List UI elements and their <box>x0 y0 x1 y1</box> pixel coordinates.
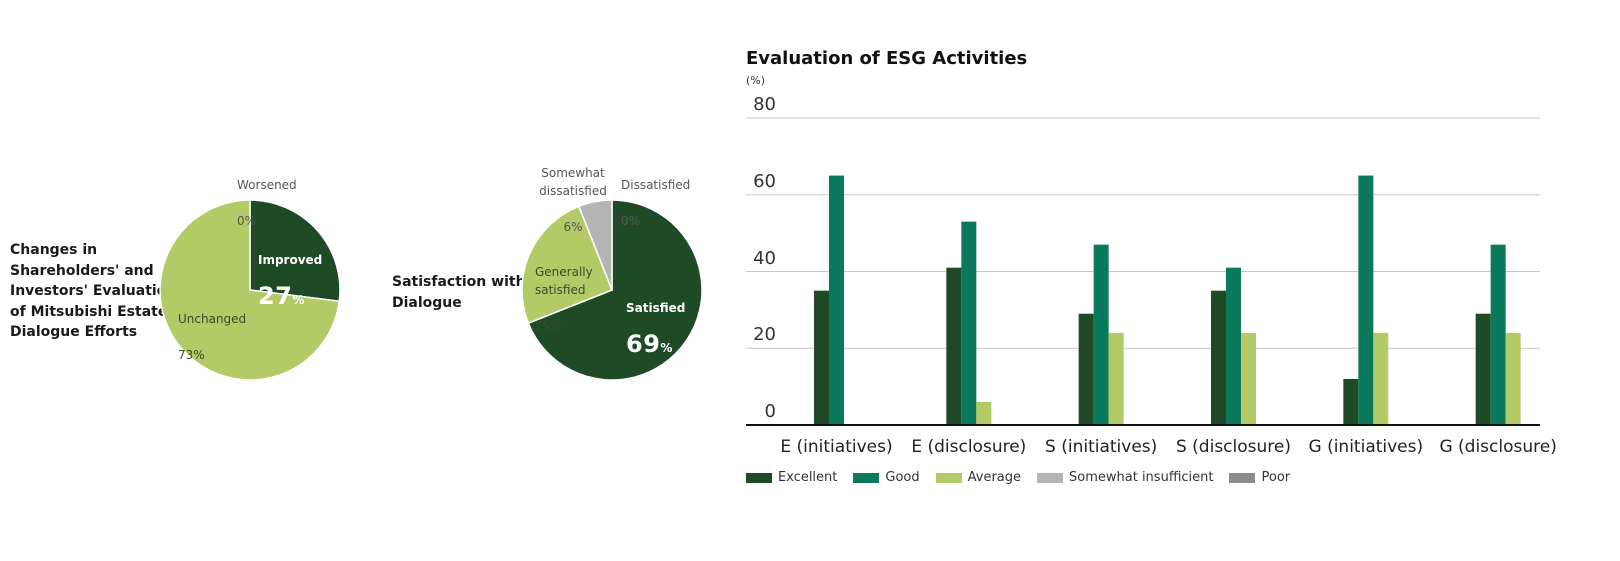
legend-item-somewhat-insufficient: Somewhat insufficient <box>1037 470 1213 485</box>
pie2-satisfied-unit: % <box>660 341 673 355</box>
bar-g-initiatives-good <box>1358 175 1374 425</box>
bar-s-disclosure-average <box>1241 332 1256 425</box>
bar-e-disclosure-good <box>961 221 977 425</box>
pie2-satisfied-label: Satisfied 69% <box>626 281 685 375</box>
pie2-dissatisfied-name: Dissatisfied <box>621 178 691 192</box>
legend-swatch-average <box>935 472 962 483</box>
pie2-dissatisfied-label: Dissatisfied 0% <box>621 158 690 248</box>
y-tick-20: 20 <box>753 324 776 346</box>
pie1-worsened-name: Worsened <box>237 178 297 192</box>
pie2-satisfied-value: 69 <box>626 330 661 358</box>
legend-swatch-somewhat-insufficient <box>1037 472 1064 483</box>
pie1-unchanged-value: 73% <box>178 348 205 362</box>
bar-s-initiatives-average <box>1108 332 1124 425</box>
bar-chart-unit: (%) <box>746 74 766 87</box>
legend-item-average: Average <box>935 470 1022 485</box>
pie1-improved-unit: % <box>292 293 305 307</box>
bar-g-disclosure-excellent <box>1475 313 1491 425</box>
legend-item-poor: Poor <box>1229 470 1290 485</box>
y-tick-0: 0 <box>764 401 776 422</box>
bar-e-initiatives-excellent <box>814 290 829 425</box>
pie1-title: Changes in Shareholders' and Investors' … <box>10 242 180 340</box>
pie2-generally-satisfied-label: Generally satisfied 25% <box>535 245 593 353</box>
x-tick-g-disclosure: G (disclosure) <box>1439 437 1557 457</box>
pie2-somewhat-dissatisfied-label: Somewhat dissatisfied 6% <box>535 146 611 254</box>
bar-s-initiatives-good <box>1093 244 1109 425</box>
bar-chart-plot <box>746 117 1540 426</box>
y-tick-40: 40 <box>753 247 776 269</box>
pie1-worsened-label: Worsened 0% <box>237 158 297 248</box>
pie2-somewhat-dissatisfied-name: Somewhat dissatisfied <box>539 166 607 198</box>
pie1-worsened-value: 0% <box>237 214 257 228</box>
bar-g-disclosure-average <box>1505 332 1521 425</box>
pie2-generally-satisfied-value: 25% <box>535 319 562 333</box>
y-tick-60: 60 <box>753 170 776 192</box>
bar-s-initiatives-excellent <box>1078 313 1094 425</box>
pie1-unchanged-label: Unchanged 73% <box>178 292 246 382</box>
bar-s-disclosure-excellent <box>1211 290 1226 425</box>
x-tick-s-disclosure: S (disclosure) <box>1175 437 1291 457</box>
bar-chart-legend: Excellent Good Average Somewhat insufficien… <box>746 470 1290 485</box>
legend-swatch-excellent <box>746 472 772 483</box>
bar-g-initiatives-excellent <box>1343 378 1359 425</box>
pie2-dissatisfied-value: 0% <box>621 214 641 228</box>
pie2-satisfied-name: Satisfied <box>626 301 686 315</box>
legend-label-good: Good <box>885 470 920 485</box>
legend-swatch-good <box>853 472 880 483</box>
bar-g-initiatives-average <box>1373 332 1389 425</box>
legend-label-somewhat-insufficient: Somewhat insufficient <box>1069 470 1214 485</box>
x-tick-e-disclosure: E (disclosure) <box>911 437 1027 457</box>
legend-label-excellent: Excellent <box>778 470 838 485</box>
pie1-slice-improved <box>249 199 341 303</box>
bar-e-disclosure-excellent <box>946 267 962 425</box>
legend-item-good: Good <box>853 470 920 485</box>
legend-label-average: Average <box>967 470 1022 485</box>
pie2-slice-satisfied <box>527 199 703 381</box>
pie2-title: Satisfaction with Dialogue <box>392 274 526 311</box>
bar-e-disclosure-average <box>976 401 992 425</box>
pie1-unchanged-name: Unchanged <box>178 312 247 326</box>
bar-chart-title: Evaluation of ESG Activities <box>746 48 1028 69</box>
pie2-somewhat-dissatisfied-value: 6% <box>563 220 583 234</box>
bar-e-initiatives-good <box>829 175 844 425</box>
x-tick-e-initiatives: E (initiatives) <box>780 437 893 457</box>
pie1-improved-value: 27 <box>258 282 293 310</box>
pie2-chart <box>521 199 703 381</box>
pie2-slice-somewhat-dissatisfied <box>577 199 613 291</box>
pie1-improved-name: Improved <box>258 253 323 267</box>
bar-s-disclosure-good <box>1226 267 1241 425</box>
pie2-generally-satisfied-name: Generally satisfied <box>535 265 593 297</box>
pie2-slice-generally-satisfied <box>521 205 613 325</box>
y-tick-80: 80 <box>753 94 776 115</box>
pie1-chart <box>159 199 341 381</box>
legend-label-poor: Poor <box>1261 470 1291 485</box>
pie1-slice-unchanged <box>159 199 341 381</box>
x-tick-s-initiatives: S (initiatives) <box>1045 437 1158 457</box>
legend-item-excellent: Excellent <box>746 470 837 485</box>
x-tick-g-initiatives: G (initiatives) <box>1308 437 1424 457</box>
legend-swatch-poor <box>1229 472 1256 483</box>
pie1-improved-label: Improved 27% <box>258 233 322 327</box>
bar-g-disclosure-good <box>1490 244 1506 425</box>
